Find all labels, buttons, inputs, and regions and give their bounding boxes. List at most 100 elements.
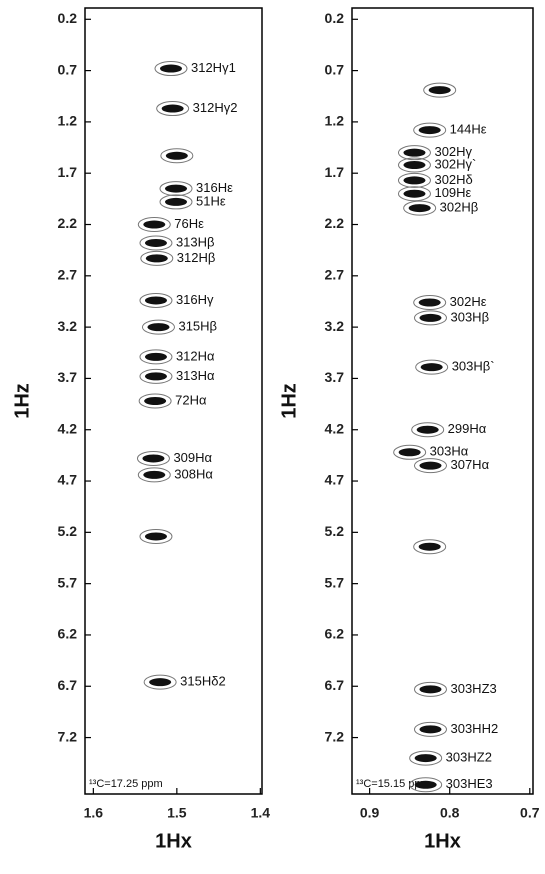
peak-label: 72Hα (175, 392, 207, 407)
peak (418, 542, 441, 551)
peak (418, 126, 441, 135)
y-tick-label: 0.2 (325, 10, 345, 26)
peak-contour (423, 82, 457, 98)
peak (165, 184, 188, 193)
y-tick-label: 1.7 (58, 164, 78, 180)
y-tick-label: 3.2 (58, 318, 78, 334)
peak (159, 64, 182, 73)
peak (419, 725, 442, 734)
peak-contour (156, 101, 190, 117)
y-tick-label: 6.7 (58, 677, 78, 693)
plot-frame (351, 7, 534, 795)
y-tick-label: 6.7 (325, 677, 345, 693)
peak-contour (137, 467, 171, 483)
peak (165, 151, 188, 160)
peak-contour (138, 393, 172, 409)
peak-contour (139, 528, 173, 544)
x-tick-label: 0.8 (440, 805, 460, 821)
peak (143, 470, 166, 479)
peak (403, 160, 426, 169)
peak-contour (143, 674, 177, 690)
peak (165, 197, 188, 206)
peak-contour (413, 294, 447, 310)
peak (143, 220, 166, 229)
peak (419, 461, 442, 470)
y-tick-label: 1.2 (325, 113, 345, 129)
annotation: ¹³C=17.25 ppm (89, 778, 163, 790)
y-tick-label: 3.2 (325, 318, 345, 334)
peak-contour (159, 181, 193, 197)
peak-label: 299Hα (448, 421, 487, 436)
peak-label: 303HZ3 (450, 681, 496, 696)
x-axis-title: 1Hx (424, 830, 461, 852)
peak-contour (140, 250, 174, 266)
y-tick-label: 2.2 (58, 215, 78, 231)
peak (161, 104, 184, 113)
y-tick-label: 5.7 (325, 574, 345, 590)
peak-contour (139, 349, 173, 365)
y-tick-label: 1.7 (325, 164, 345, 180)
y-tick-label: 4.2 (58, 420, 78, 436)
peak-contour (411, 422, 445, 438)
peak-label: 313Hα (176, 368, 215, 383)
peak (144, 532, 167, 541)
y-axis-title: 1Hz (278, 383, 300, 419)
peak-label: 51Hε (196, 193, 226, 208)
annotation: ¹³C=15.15 ppm (356, 778, 430, 790)
peak-label: 312Hβ (177, 250, 216, 265)
peak-label: 312Hα (176, 348, 215, 363)
y-tick-label: 4.2 (325, 420, 345, 436)
peak-label: 316Hγ (176, 292, 214, 307)
y-tick-label: 4.7 (58, 472, 78, 488)
peak (416, 425, 439, 434)
peak-label: 303Hβ (450, 309, 489, 324)
peak (142, 454, 165, 463)
peak (414, 780, 437, 789)
x-tick-label: 0.9 (360, 805, 380, 821)
peak (403, 176, 426, 185)
y-tick-label: 3.7 (58, 369, 78, 385)
peak-contour (397, 172, 431, 188)
peak (149, 678, 172, 687)
y-tick-label: 4.7 (325, 472, 345, 488)
peak-label: 315Hδ2 (180, 674, 226, 689)
peak-label: 302Hβ (440, 200, 479, 215)
peak-contour (409, 777, 443, 793)
peak-contour (141, 319, 175, 335)
peak-contour (413, 310, 447, 326)
peak (144, 397, 167, 405)
x-tick-label: 1.5 (167, 805, 187, 821)
peak-contour (139, 368, 173, 384)
peak-label: 303HH2 (450, 721, 498, 736)
peak-contour (415, 359, 449, 375)
y-tick-label: 5.2 (58, 523, 78, 539)
y-tick-label: 5.7 (58, 574, 78, 590)
x-tick-label: 0.7 (520, 805, 540, 821)
peak (408, 204, 431, 213)
peak-contour (139, 235, 173, 251)
peak-contour (413, 122, 447, 138)
peak (418, 298, 441, 307)
y-tick-label: 7.2 (58, 728, 78, 744)
peak (398, 448, 421, 457)
peak (403, 189, 426, 198)
peak-label: 308Hα (174, 466, 213, 481)
peak-contour (409, 750, 443, 766)
y-tick-label: 7.2 (325, 728, 345, 744)
peak-contour (413, 721, 447, 737)
peak-contour (397, 145, 431, 161)
peak-label: 302Hε (450, 294, 487, 309)
peak-contour (137, 217, 171, 233)
peak-label: 312Hγ1 (191, 60, 236, 75)
peak-label: 109Hε (434, 185, 471, 200)
y-tick-label: 0.7 (58, 61, 78, 77)
peak-label: 309Hα (173, 450, 212, 465)
peak-label: 303HE3 (446, 776, 493, 791)
peak-contour (139, 292, 173, 308)
y-tick-label: 2.7 (58, 267, 78, 283)
peak-contour (159, 194, 193, 210)
peak-contour (397, 186, 431, 202)
peak-label: 302Hγ` (434, 156, 476, 171)
